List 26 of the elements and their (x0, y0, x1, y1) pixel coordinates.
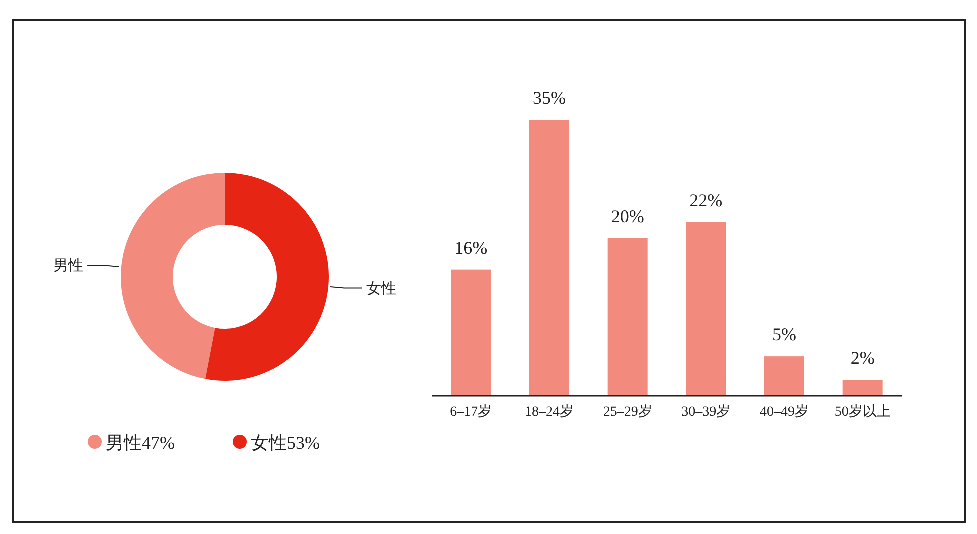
x-tick-label: 50岁以上 (834, 404, 891, 420)
data-label: 2% (850, 348, 875, 368)
x-tick-label: 6–17岁 (450, 404, 492, 420)
x-tick-label: 30–39岁 (682, 404, 731, 420)
bar (608, 238, 648, 396)
bar (842, 380, 883, 396)
legend-label: 女性 (251, 433, 287, 453)
data-label: 35% (533, 88, 566, 108)
slice-label: 女性 (366, 280, 396, 298)
data-label: 5% (772, 324, 796, 345)
x-tick-label: 18–24岁 (525, 404, 574, 420)
x-tick-label: 40–49岁 (760, 404, 809, 420)
legend-label: 男性 (106, 433, 142, 453)
data-label: 47% (142, 433, 175, 453)
x-tick-label: 25–29岁 (603, 404, 652, 420)
bar (451, 270, 492, 396)
bar (764, 356, 804, 396)
donut-slice (121, 173, 225, 380)
data-label: 16% (454, 238, 488, 258)
data-label: 22% (690, 190, 723, 211)
donut-slice (206, 173, 329, 381)
slice-label: 男性 (54, 258, 84, 275)
bar (530, 120, 570, 396)
data-label: 20% (611, 206, 644, 226)
data-label: 53% (287, 433, 320, 453)
bar (686, 222, 726, 396)
